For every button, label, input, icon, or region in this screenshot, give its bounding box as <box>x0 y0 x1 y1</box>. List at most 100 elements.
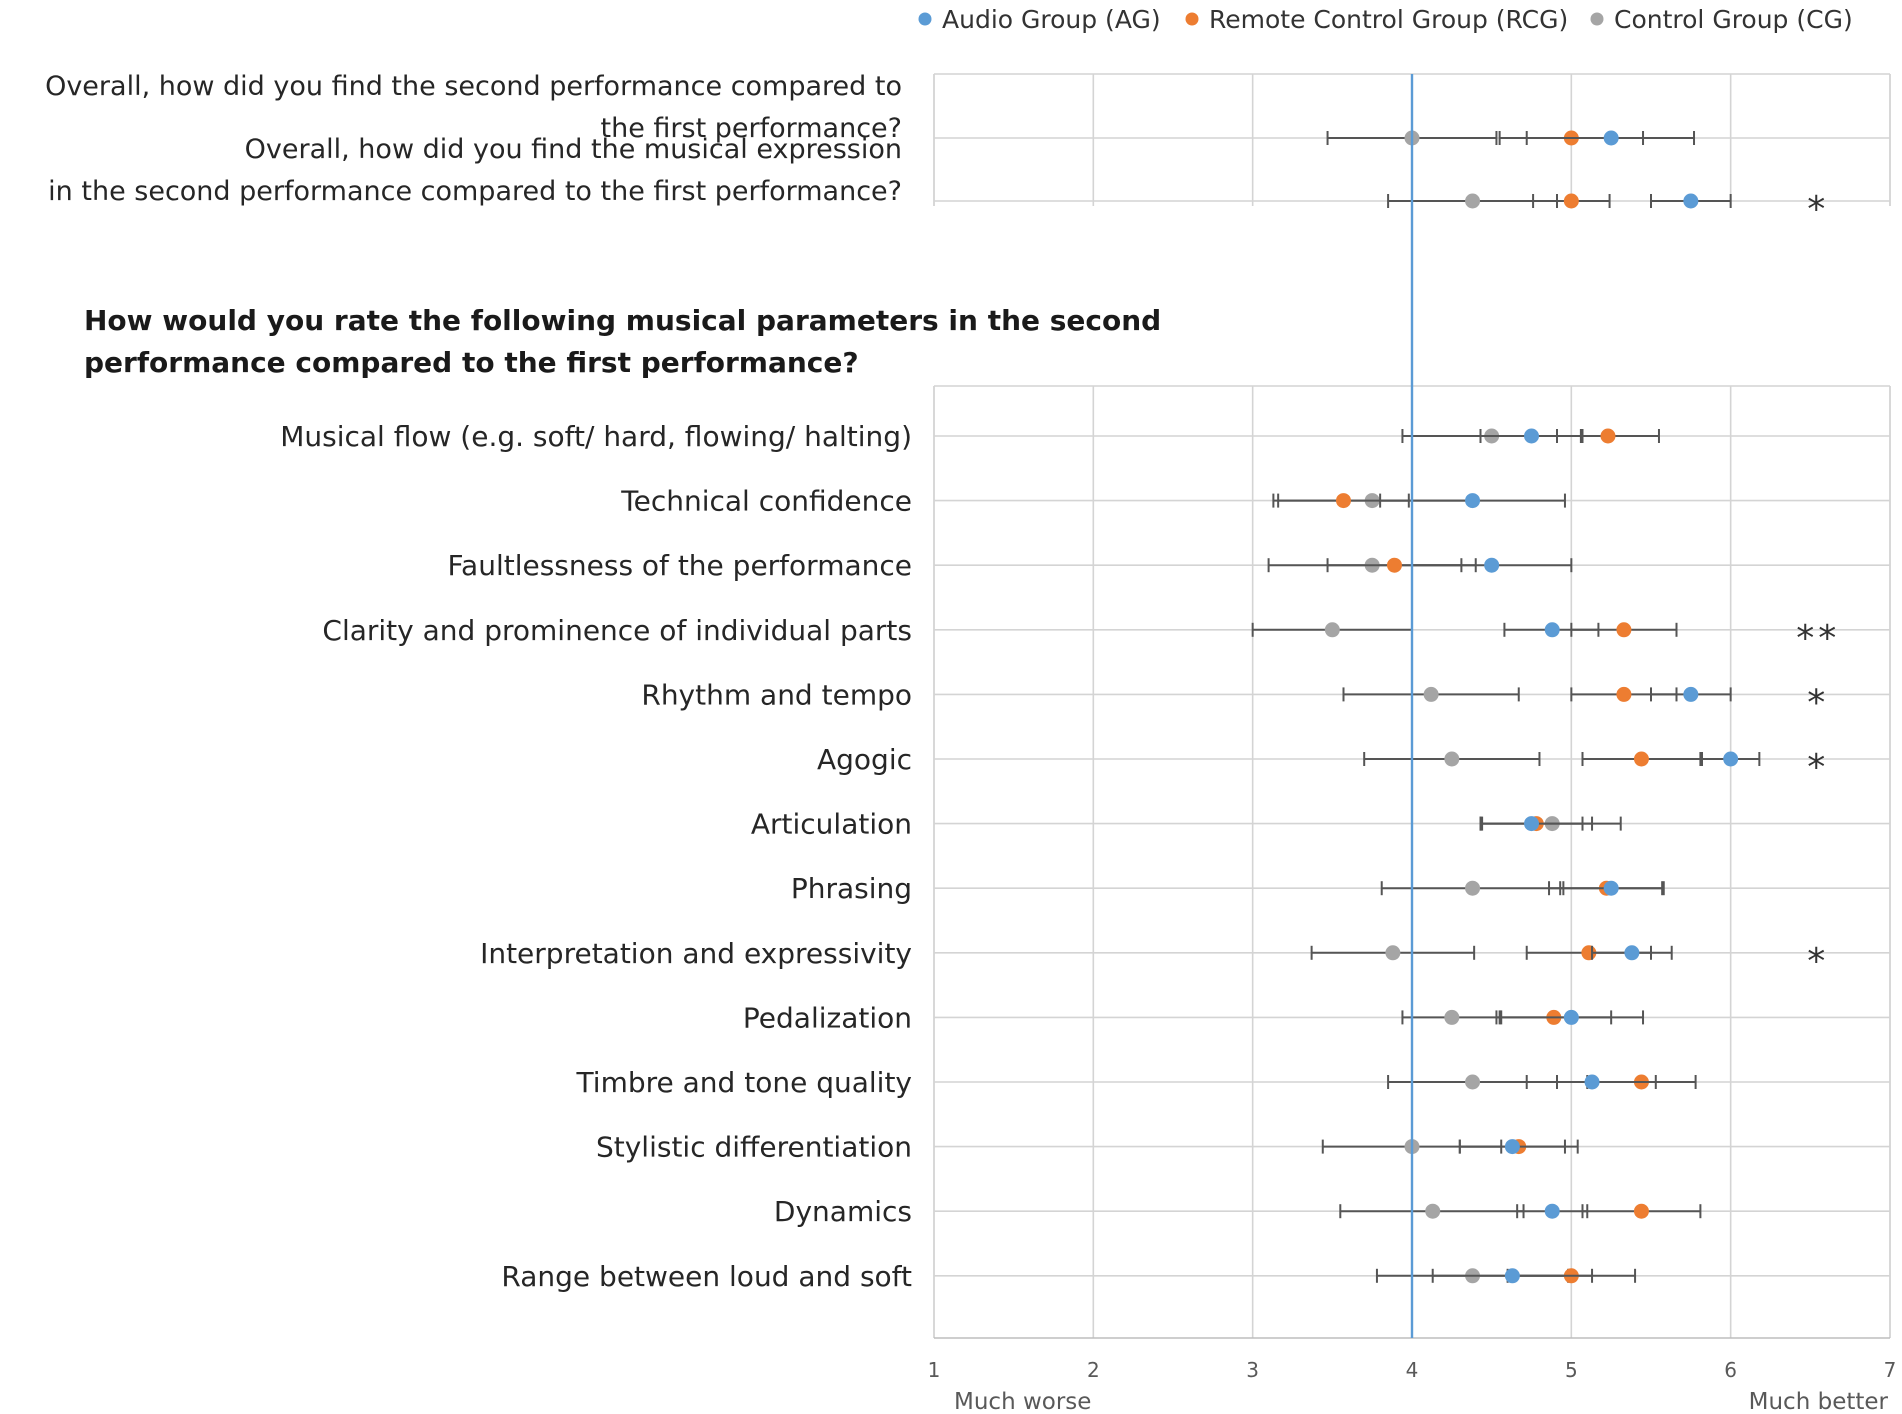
item-label: Dynamics <box>774 1195 912 1228</box>
data-point <box>1584 1074 1600 1090</box>
item-row: Clarity and prominence of individual par… <box>322 614 1890 659</box>
section-heading: How would you rate the following musical… <box>84 304 1161 337</box>
legend: Audio Group (AG) Remote Control Group (RC… <box>918 5 1853 34</box>
series-ag <box>1431 1268 1594 1284</box>
panel-2: Musical flow (e.g. soft/ hard, flowing/ … <box>280 385 1891 1339</box>
data-point <box>1425 1203 1441 1219</box>
item-row: Phrasing <box>791 872 1890 905</box>
item-row: Overall, how did you find the musical ex… <box>48 134 1890 230</box>
x-tick-label: 4 <box>1406 1358 1419 1382</box>
item-label: Clarity and prominence of individual par… <box>322 614 912 647</box>
item-row: Faultlessness of the performance <box>448 549 1890 582</box>
item-label: Stylistic differentiation <box>596 1131 912 1164</box>
item-label: Faultlessness of the performance <box>448 549 913 582</box>
series-ag <box>1411 557 1573 573</box>
item-label: Articulation <box>751 808 912 841</box>
item-label: Overall, how did you find the musical ex… <box>245 134 902 165</box>
data-point <box>1633 751 1649 767</box>
item-label: Interpretation and expressivity <box>480 937 912 970</box>
series-ag <box>1498 1009 1645 1025</box>
series-ag <box>1479 816 1584 832</box>
data-point <box>1465 880 1481 896</box>
series-ag <box>1650 193 1732 209</box>
item-row: Pedalization <box>743 1001 1890 1034</box>
legend-label-ag: Audio Group (AG) <box>942 5 1161 34</box>
item-label: Phrasing <box>791 872 912 905</box>
item-label: Timbre and tone quality <box>576 1066 912 1099</box>
data-point <box>1504 1268 1520 1284</box>
data-point <box>1600 428 1616 444</box>
data-point <box>1386 557 1402 573</box>
item-label: Musical flow (e.g. soft/ hard, flowing/ … <box>280 420 912 453</box>
item-label: Overall, how did you find the second per… <box>45 71 902 102</box>
series-ag <box>1516 1203 1589 1219</box>
item-row: Musical flow (e.g. soft/ hard, flowing/ … <box>280 420 1890 453</box>
legend-label-cg: Control Group (CG) <box>1614 5 1853 34</box>
panel-1: Overall, how did you find the second per… <box>45 71 1891 230</box>
x-tick-label: 6 <box>1724 1358 1737 1382</box>
data-point <box>1624 945 1640 961</box>
item-label: Rhythm and tempo <box>641 678 912 711</box>
significance-marker: * <box>1807 189 1829 230</box>
data-point <box>1544 1203 1560 1219</box>
series-cg <box>1387 193 1558 209</box>
series-cg <box>1310 945 1476 961</box>
series-ag <box>1525 130 1696 146</box>
significance-marker: * <box>1807 747 1829 788</box>
data-point <box>1723 751 1739 767</box>
series-cg <box>1380 880 1565 896</box>
data-point <box>1484 557 1500 573</box>
series-rcg <box>1277 493 1410 509</box>
x-axis: 1 2 3 4 5 6 7 Much worse Much better <box>928 1358 1897 1414</box>
item-label: Agogic <box>817 743 912 776</box>
item-row: Articulation <box>751 808 1890 841</box>
item-label: Technical confidence <box>620 485 912 518</box>
series-rcg <box>1581 1203 1702 1219</box>
data-point <box>1616 686 1632 702</box>
x-tick-label: 7 <box>1884 1358 1897 1382</box>
significance-marker: ** <box>1796 618 1840 659</box>
series-rcg <box>1532 193 1611 209</box>
series-rcg <box>1581 751 1702 767</box>
series-ag <box>1591 945 1673 961</box>
data-point <box>1444 751 1460 767</box>
data-point <box>1465 1074 1481 1090</box>
data-point <box>1465 493 1481 509</box>
series-cg <box>1401 1009 1503 1025</box>
legend-swatch-cg <box>1590 12 1604 26</box>
data-point <box>1563 193 1579 209</box>
item-label: in the second performance compared to th… <box>48 176 902 207</box>
data-point <box>1423 686 1439 702</box>
data-point <box>1444 1009 1460 1025</box>
data-point <box>1633 1203 1649 1219</box>
data-point <box>1603 880 1619 896</box>
item-row: Stylistic differentiation <box>596 1131 1890 1164</box>
x-tick-label: 1 <box>928 1358 941 1382</box>
legend-label-rcg: Remote Control Group (RCG) <box>1209 5 1568 34</box>
x-tick-label: 2 <box>1087 1358 1100 1382</box>
data-point <box>1324 622 1340 638</box>
series-cg <box>1251 622 1413 638</box>
data-point <box>1563 1009 1579 1025</box>
data-point <box>1335 493 1351 509</box>
item-row: Agogic * <box>817 743 1890 788</box>
series-ag <box>1503 622 1600 638</box>
series-cg <box>1342 686 1520 702</box>
series-cg <box>1339 1203 1525 1219</box>
data-point <box>1603 130 1619 146</box>
significance-marker: * <box>1807 941 1829 982</box>
series-cg <box>1363 751 1541 767</box>
series-ag <box>1700 751 1761 767</box>
series-ag <box>1479 428 1584 444</box>
data-point <box>1504 1139 1520 1155</box>
x-tick-label: 3 <box>1246 1358 1259 1382</box>
item-row: Dynamics <box>774 1195 1890 1228</box>
legend-swatch-rcg <box>1185 12 1199 26</box>
item-row: Timbre and tone quality <box>576 1066 1890 1099</box>
data-point <box>1544 622 1560 638</box>
series-ag <box>1458 1139 1566 1155</box>
item-label: the first performance? <box>601 113 902 144</box>
data-point <box>1683 193 1699 209</box>
x-axis-left-label: Much worse <box>954 1389 1091 1414</box>
